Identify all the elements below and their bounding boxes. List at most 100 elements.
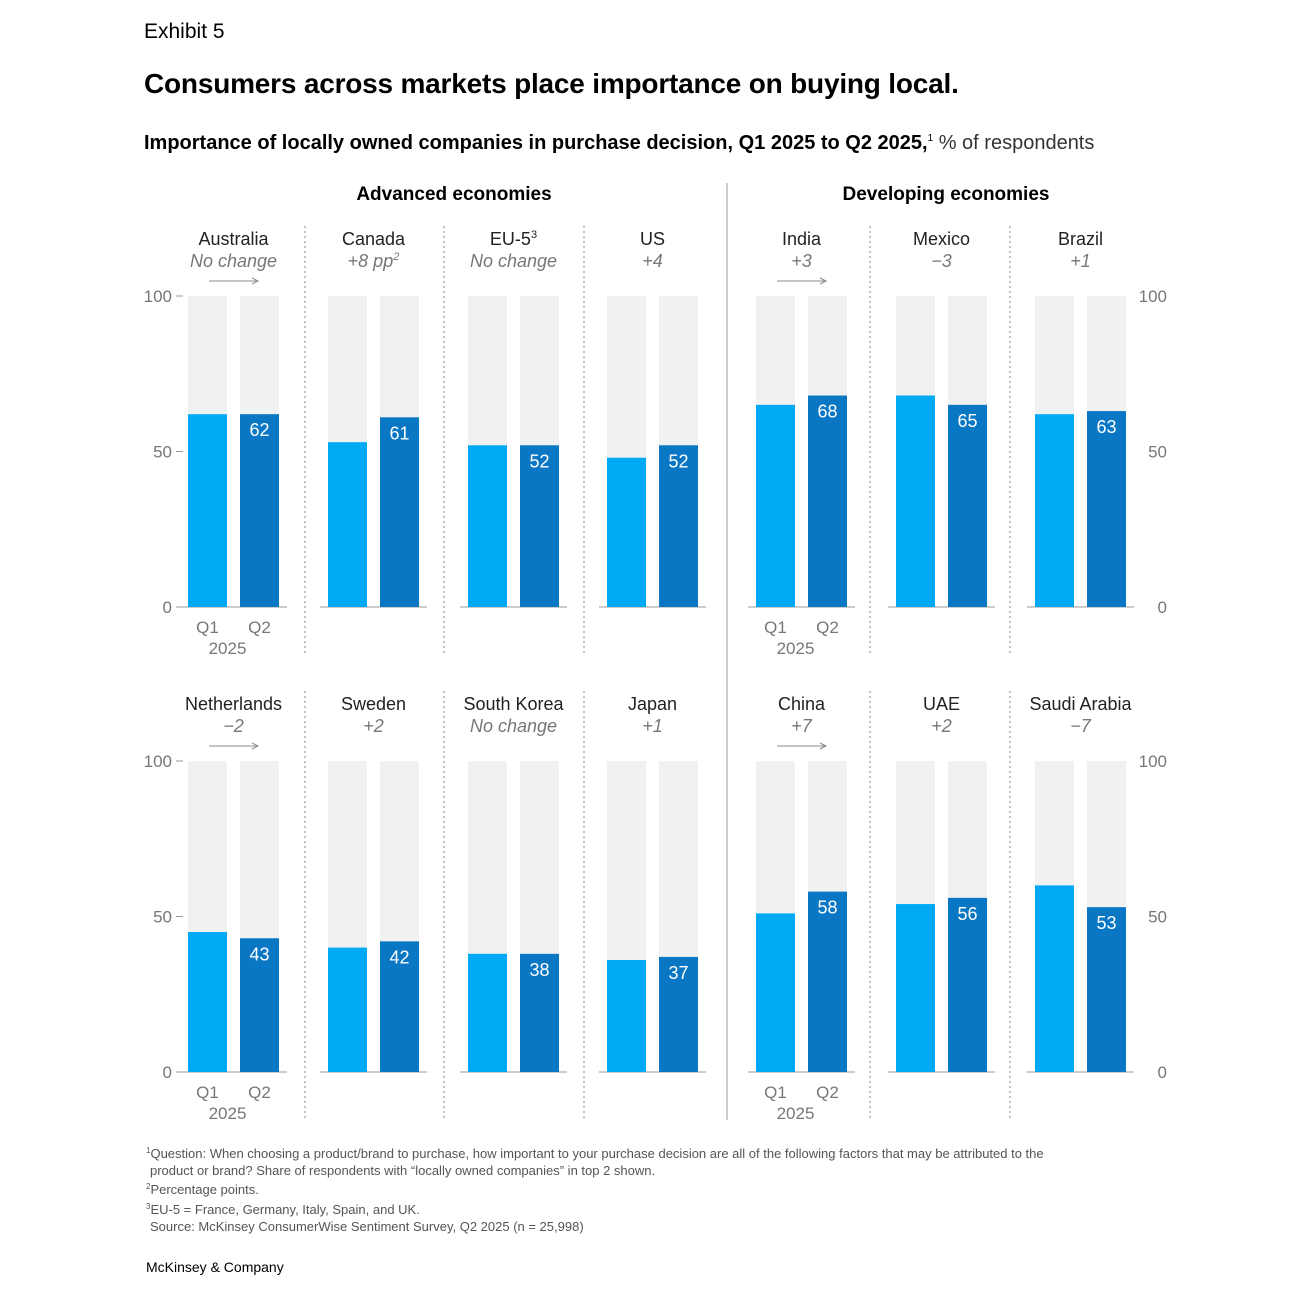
footnote-marker: 3 (146, 1202, 151, 1212)
panel-japan-q1-bar (607, 960, 646, 1072)
footnote-text: Percentage points. (150, 1182, 259, 1198)
panel-china-country-label: China (778, 694, 826, 714)
panel-mexico-change-label: −3 (931, 251, 952, 271)
footnote-text: Question: When choosing a product/brand … (150, 1146, 1044, 1161)
footnote-text: product or brand? Share of respondents w… (150, 1162, 656, 1178)
x-tick-label-q2: Q2 (248, 618, 271, 637)
y-tick-label-left: 100 (144, 287, 172, 306)
panel-mexico-q2-bar (948, 404, 987, 607)
footnote-marker: 3 (531, 229, 537, 241)
panel-australia-country-label: Australia (198, 229, 269, 249)
x-year-label: 2025 (777, 1104, 815, 1123)
panel-netherlands-q2-bar (240, 938, 279, 1072)
y-tick-label-left: 50 (153, 443, 172, 462)
panel-canada-q2-value-label: 61 (389, 423, 409, 443)
x-year-label: 2025 (209, 1104, 247, 1123)
y-tick-label-right: 50 (1148, 443, 1167, 462)
panel-japan-country-label: Japan (628, 694, 677, 714)
panel-china-q2-value-label: 58 (817, 898, 837, 918)
subtitle-unit: % of respondents (933, 132, 1095, 154)
footnote-line: 3EU-5 = France, Germany, Italy, Spain, a… (146, 1199, 1044, 1219)
footnote-marker: 2 (146, 1182, 151, 1192)
panel-brazil-q1-bar (1035, 414, 1074, 607)
panel-china-q2-bar (808, 891, 847, 1072)
arrow-head-icon (819, 742, 828, 750)
panel-japan-q2-value-label: 37 (668, 963, 688, 983)
panel-uae-change-label: +2 (931, 716, 952, 736)
panel-canada-q2-bar (380, 417, 419, 607)
panel-us-country-label: US (640, 229, 665, 249)
arrow-head-icon (251, 742, 260, 750)
panel-south-korea-country-label: South Korea (463, 694, 564, 714)
panel-us-q2-value-label: 52 (668, 451, 688, 471)
footnotes: 1Question: When choosing a product/brand… (146, 1143, 1044, 1236)
brand-logo-text: McKinsey & Company (146, 1259, 284, 1275)
x-tick-label-q2: Q2 (816, 1083, 839, 1102)
x-tick-label-q2: Q2 (248, 1083, 271, 1102)
y-tick-label-left: 100 (144, 752, 172, 771)
panel-uae-q1-bar (896, 904, 935, 1072)
x-tick-label-q1: Q1 (196, 618, 219, 637)
panel-india-q2-bar (808, 395, 847, 607)
group-header-advanced: Advanced economies (356, 184, 551, 205)
panel-australia-q2-bar (240, 414, 279, 607)
panel-sweden-q1-bar (328, 947, 367, 1072)
panel-sweden-q2-value-label: 42 (389, 947, 409, 967)
x-tick-label-q1: Q1 (764, 618, 787, 637)
footnote-marker: 2 (392, 251, 399, 263)
x-tick-label-q1: Q1 (764, 1083, 787, 1102)
panel-netherlands-q1-bar (188, 932, 227, 1072)
y-tick-label-right: 0 (1158, 1063, 1167, 1082)
panel-japan-q2-bar (659, 956, 698, 1072)
group-header-developing: Developing economies (843, 184, 1050, 205)
panel-south-korea-q2-value-label: 38 (529, 960, 549, 980)
footnote-line: Source: McKinsey ConsumerWise Sentiment … (146, 1219, 1044, 1236)
y-tick-label-right: 100 (1139, 287, 1167, 306)
panel-australia-q1-bar (188, 414, 227, 607)
subtitle-main: Importance of locally owned companies in… (144, 132, 928, 154)
panel-netherlands-change-label: −2 (223, 716, 244, 736)
panel-eu-5-q1-bar (468, 445, 507, 607)
panel-australia-q2-value-label: 62 (249, 420, 269, 440)
exhibit-label: Exhibit 5 (144, 20, 225, 43)
footnote-line: product or brand? Share of respondents w… (146, 1163, 1044, 1180)
y-tick-label-left: 0 (163, 1063, 172, 1082)
y-tick-label-right: 0 (1158, 598, 1167, 617)
chart-subtitle: Importance of locally owned companies in… (144, 132, 1094, 155)
panel-saudi-arabia-q1-bar (1035, 885, 1074, 1072)
panel-south-korea-q2-bar (520, 953, 559, 1072)
x-year-label: 2025 (209, 639, 247, 658)
panel-us-q1-bar (607, 457, 646, 607)
panel-saudi-arabia-q2-value-label: 53 (1096, 913, 1116, 933)
panel-india-q2-value-label: 68 (817, 402, 837, 422)
panel-sweden-country-label: Sweden (341, 694, 406, 714)
panel-us-change-label: +4 (642, 251, 663, 271)
panel-china-q1-bar (756, 913, 795, 1072)
y-tick-label-left: 0 (163, 598, 172, 617)
panel-mexico-country-label: Mexico (913, 229, 970, 249)
x-year-label: 2025 (777, 639, 815, 658)
panel-brazil-country-label: Brazil (1058, 229, 1103, 249)
panel-brazil-q2-value-label: 63 (1096, 417, 1116, 437)
panel-mexico-q2-value-label: 65 (957, 411, 977, 431)
panel-saudi-arabia-change-label: −7 (1070, 716, 1092, 736)
panel-canada-country-label: Canada (342, 229, 406, 249)
panel-eu-5-q2-value-label: 52 (529, 451, 549, 471)
panel-brazil-change-label: +1 (1070, 251, 1091, 271)
panel-uae-country-label: UAE (923, 694, 960, 714)
page-title: Consumers across markets place importanc… (144, 68, 959, 99)
panel-india-country-label: India (782, 229, 822, 249)
x-tick-label-q2: Q2 (816, 618, 839, 637)
footnote-marker: 1 (146, 1146, 151, 1155)
panel-china-change-label: +7 (791, 716, 813, 736)
panel-mexico-q1-bar (896, 395, 935, 607)
x-tick-label-q1: Q1 (196, 1083, 219, 1102)
panel-canada-change-label: +8 pp2 (348, 251, 400, 271)
panel-netherlands-q2-value-label: 43 (249, 944, 269, 964)
panel-japan-change-label: +1 (642, 716, 663, 736)
panel-eu-5-change-label: No change (470, 251, 557, 271)
panel-saudi-arabia-q2-bar (1087, 907, 1126, 1072)
panel-eu-5-country-label: EU-53 (490, 229, 537, 249)
panel-us-q2-bar (659, 445, 698, 607)
